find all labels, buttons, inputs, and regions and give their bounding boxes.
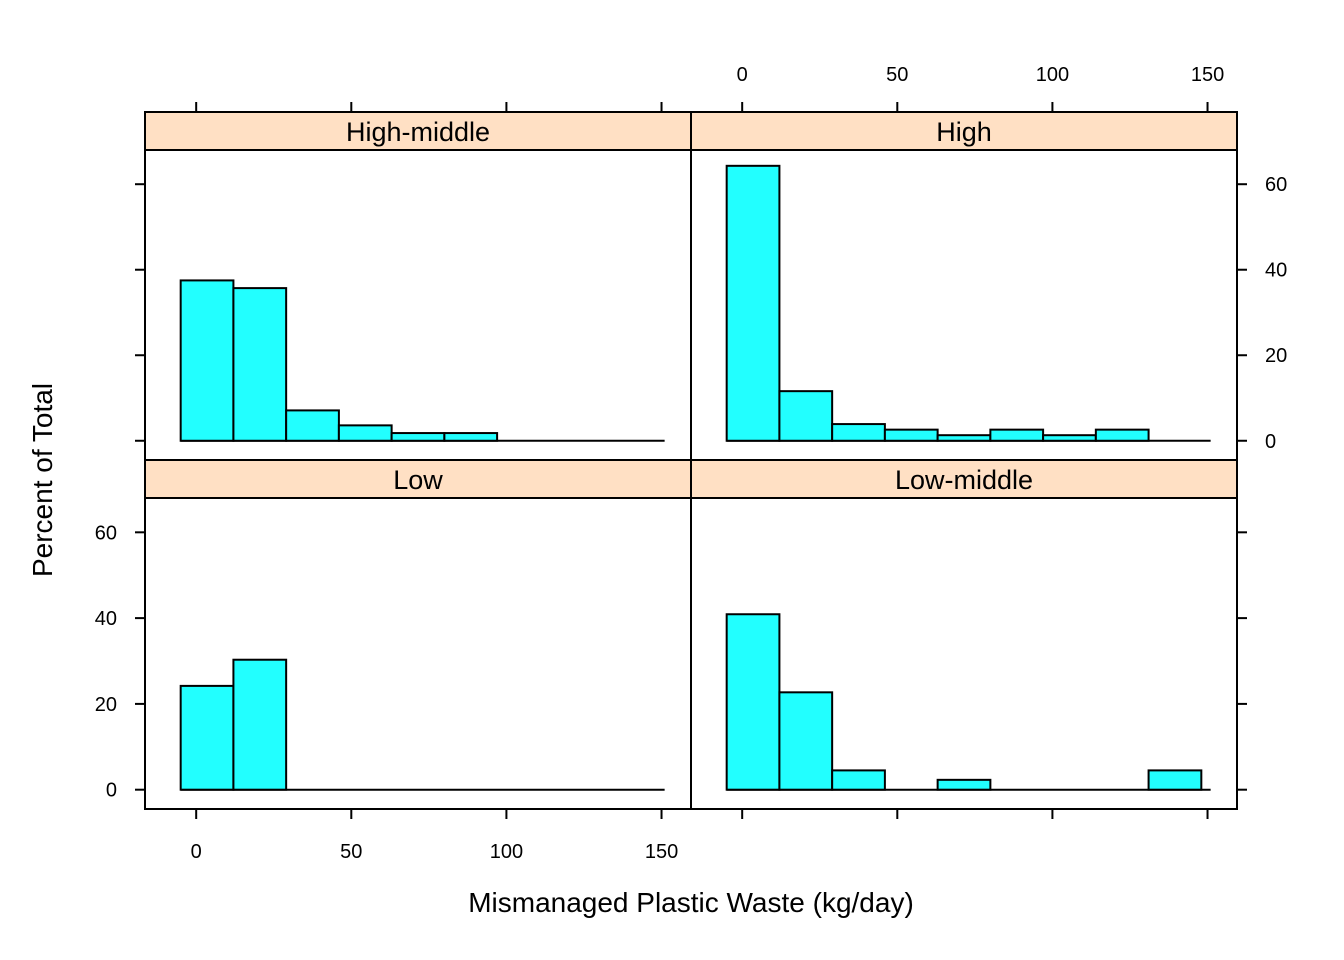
y-axis-title: Percent of Total — [27, 383, 58, 577]
strip-high — [690, 111, 1238, 151]
strip-label-high: High — [936, 117, 992, 147]
x-tick-label-top-0: 0 — [737, 64, 748, 86]
y-tick-label-left-60: 60 — [95, 522, 117, 544]
bar-high-middle-0 — [179, 279, 235, 442]
y-tick-label-right-60: 60 — [1265, 174, 1287, 196]
x-tick-label-bottom-100: 100 — [490, 841, 523, 863]
y-tick-label-left-40: 40 — [95, 608, 117, 630]
bar-low-middle-1 — [778, 691, 834, 791]
bar-low-middle-4 — [936, 778, 992, 791]
bar-low-middle-2 — [831, 769, 886, 791]
panel-high: High — [690, 111, 1238, 461]
bar-high-2 — [831, 423, 886, 442]
bar-high-middle-2 — [285, 409, 340, 442]
strip-high-middle — [144, 111, 692, 151]
x-tick-label-bottom-150: 150 — [645, 841, 678, 863]
x-tick-label-top-100: 100 — [1036, 64, 1069, 86]
bar-high-1 — [778, 390, 834, 442]
x-axis-title: Mismanaged Plastic Waste (kg/day) — [468, 887, 914, 918]
strip-label-low: Low — [393, 465, 443, 495]
bar-high-4 — [936, 434, 992, 442]
panel-low: Low — [144, 459, 692, 810]
y-tick-label-right-40: 40 — [1265, 260, 1287, 282]
bar-low-0 — [179, 684, 235, 791]
bar-high-middle-1 — [232, 287, 288, 442]
bar-high-0 — [725, 164, 781, 442]
panel-low-middle: Low-middle — [690, 459, 1238, 810]
panels-layer: High-middle High Low Low-middle — [144, 111, 1238, 810]
bar-low-middle-8 — [1147, 769, 1203, 791]
x-tick-label-bottom-0: 0 — [191, 841, 202, 863]
y-tick-label-left-0: 0 — [106, 780, 117, 802]
x-tick-label-top-50: 50 — [886, 64, 908, 86]
bar-high-7 — [1094, 428, 1150, 442]
bar-high-middle-3 — [337, 424, 393, 442]
bar-high-5 — [989, 428, 1045, 442]
strip-label-low-middle: Low-middle — [895, 465, 1033, 495]
axes-layer: 0 50 100 150 0 50 100 150 0 20 40 60 0 20 40 60 — [95, 64, 1288, 863]
y-tick-label-right-0: 0 — [1265, 431, 1276, 453]
bar-high-6 — [1042, 434, 1097, 442]
bar-high-middle-4 — [390, 432, 446, 442]
strip-label-high-middle: High-middle — [346, 117, 490, 147]
bar-low-1 — [232, 658, 288, 791]
y-tick-label-right-20: 20 — [1265, 345, 1287, 367]
bar-high-3 — [883, 428, 939, 442]
x-tick-label-top-150: 150 — [1191, 64, 1224, 86]
panel-high-middle: High-middle — [144, 111, 692, 461]
x-tick-label-bottom-50: 50 — [340, 841, 362, 863]
y-tick-label-left-20: 20 — [95, 694, 117, 716]
bar-high-middle-5 — [443, 432, 499, 442]
panel-frame-low-middle — [690, 497, 1238, 810]
bar-low-middle-0 — [725, 613, 781, 791]
